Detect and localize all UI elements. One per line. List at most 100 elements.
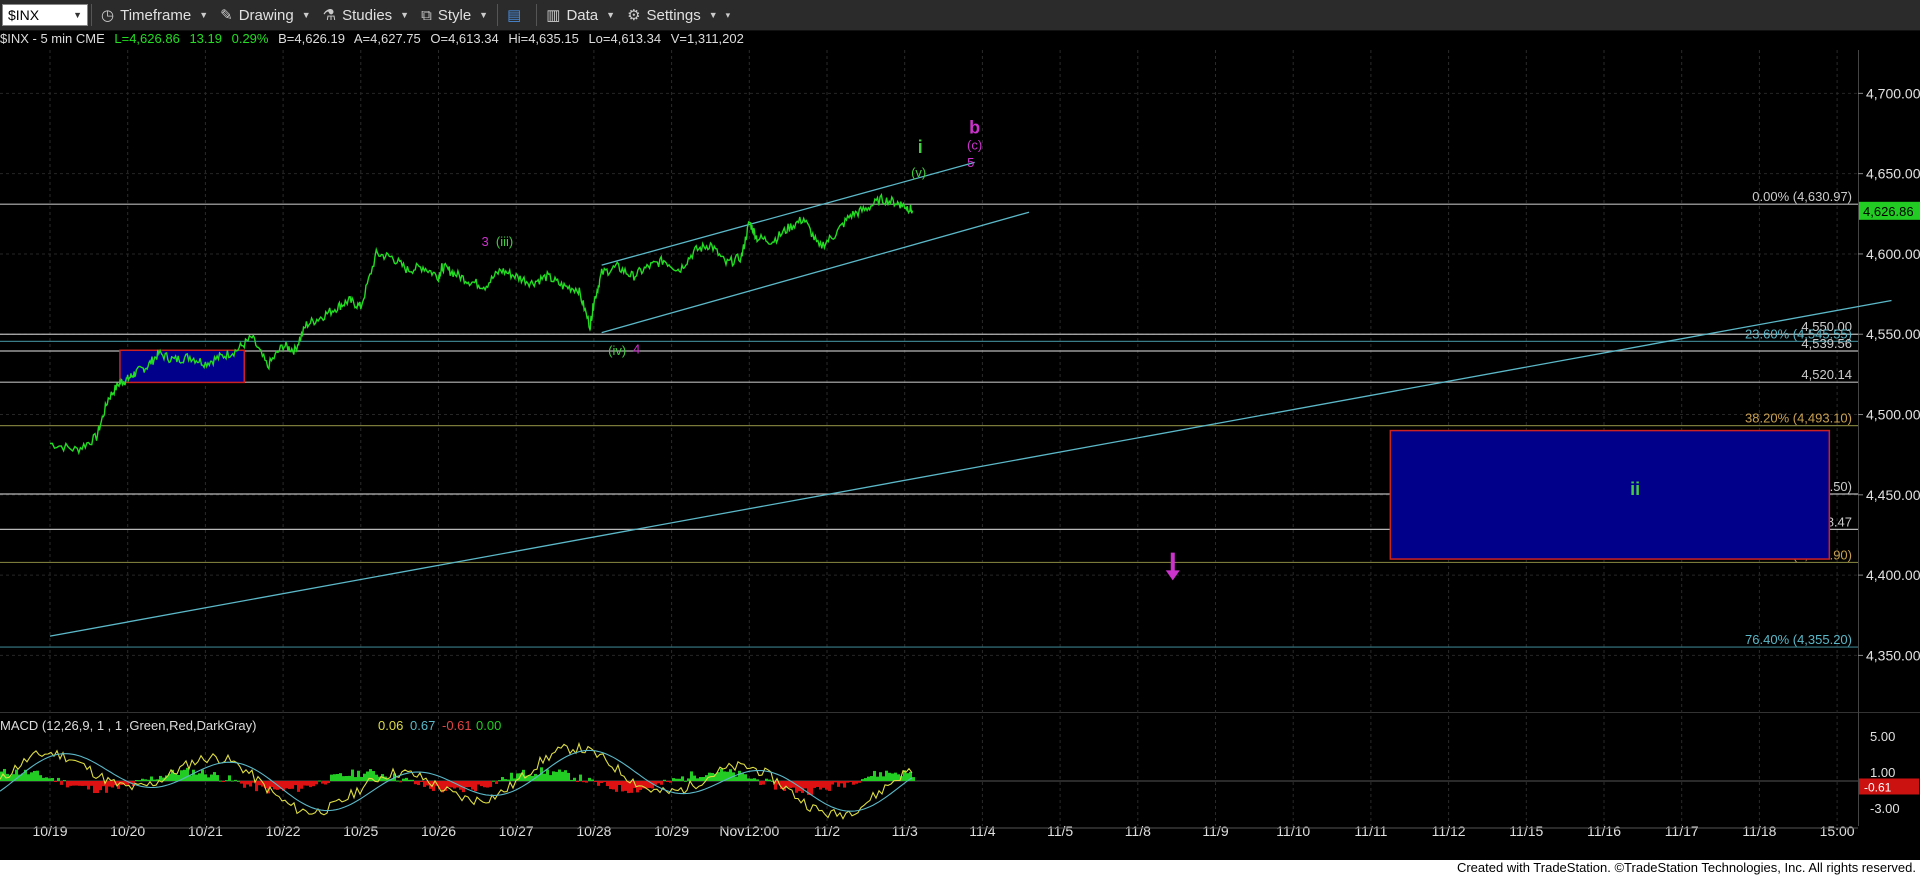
macd-histogram-bar [558, 769, 561, 781]
macd-histogram-bar [159, 775, 162, 781]
data-button[interactable]: ▥ Data ▼ [540, 2, 621, 28]
macd-histogram-bar [702, 776, 705, 781]
macd-histogram-bar [123, 781, 126, 785]
macd-histogram-bar [150, 776, 153, 781]
macd-histogram-bar [747, 778, 750, 781]
symbol-input[interactable]: $INX ▼ [2, 4, 88, 26]
macd-y-tick-label: 5.00 [1870, 729, 1895, 744]
macd-histogram-bar [912, 777, 915, 781]
x-tick-label: 10/20 [110, 823, 145, 839]
y-tick-label: 4,350.00 [1866, 647, 1920, 663]
macd-histogram-bar [375, 774, 378, 781]
x-tick-label: 11/3 [892, 823, 918, 839]
macd-histogram-bar [909, 771, 912, 781]
x-tick-label: 11/12 [1432, 823, 1466, 839]
x-tick-label: 11/8 [1125, 823, 1151, 839]
macd-histogram-bar [855, 781, 858, 784]
macd-histogram-bar [810, 781, 813, 795]
macd-histogram-bar [447, 781, 450, 787]
wave-label: b [969, 118, 980, 138]
macd-line [0, 741, 913, 820]
macd-histogram-bar [102, 781, 105, 787]
price-level-label: 38.20% (4,493.10) [1745, 411, 1852, 426]
macd-histogram-bar [240, 781, 243, 784]
wave-label: ii [1630, 479, 1640, 499]
macd-histogram-bar [822, 781, 825, 788]
y-axis-border [1858, 50, 1859, 826]
macd-histogram-bar [177, 774, 180, 781]
macd-histogram-bar [627, 781, 630, 794]
studies-label: Studies [342, 6, 393, 24]
price-level-label: 23.60% (4,545.55) [1745, 326, 1852, 341]
macd-histogram-bar [699, 777, 702, 781]
data-icon: ▥ [546, 7, 561, 24]
macd-histogram-bar [387, 778, 390, 781]
macd-histogram-bar [45, 777, 48, 781]
macd-histogram-bar [372, 771, 375, 781]
macd-histogram-bar [165, 775, 168, 781]
macd-histogram-bar [426, 781, 429, 786]
macd-histogram-bar [819, 781, 822, 790]
macd-histogram-bar [432, 781, 435, 791]
open-price: O=4,613.34 [430, 31, 499, 46]
macd-value: 0.06 [378, 718, 403, 733]
macd-histogram-bar [219, 780, 222, 782]
macd-histogram-bar [867, 776, 870, 781]
chevron-down-icon[interactable]: ▼ [73, 10, 82, 20]
x-tick-label: 11/9 [1202, 823, 1228, 839]
macd-histogram-bar [351, 769, 354, 781]
macd-histogram-bar [753, 778, 756, 781]
macd-histogram-bar [546, 769, 549, 781]
y-tick-label: 4,500.00 [1866, 407, 1920, 423]
price-level-label: 4,539.56 [1801, 336, 1852, 351]
macd-histogram-bar [468, 781, 471, 788]
macd-histogram-bar [894, 772, 897, 781]
chevron-down-icon: ▼ [479, 10, 489, 20]
macd-histogram-bar [135, 780, 138, 782]
macd-histogram-bar [453, 781, 456, 789]
studies-button[interactable]: ⚗ Studies ▼ [317, 2, 415, 28]
macd-histogram-bar [30, 772, 33, 781]
macd-histogram-bar [420, 781, 423, 782]
drawing-button[interactable]: ✎ Drawing ▼ [214, 2, 317, 28]
price-chart[interactable]: 10/19 10/20 10/21 10/22 10/25 10/26 10/27 10/28… [0, 50, 1920, 860]
macd-histogram-bar [792, 781, 795, 788]
macd-histogram-bar [234, 779, 237, 781]
pencil-icon: ✎ [220, 7, 233, 24]
style-label: Style [437, 6, 472, 24]
wave-label: (c) [967, 138, 982, 153]
settings-label: Settings [646, 6, 701, 24]
macd-histogram-bar [612, 781, 615, 790]
style-button[interactable]: ⧉ Style ▼ [415, 2, 494, 28]
macd-last-tag-label: -0.61 [1864, 780, 1892, 794]
macd-histogram-bar [168, 773, 171, 781]
macd-histogram-bar [12, 774, 15, 781]
layout-button[interactable]: ▤ [501, 2, 533, 28]
macd-histogram-bar [669, 781, 672, 783]
macd-histogram-bar [261, 781, 264, 787]
macd-histogram-bar [525, 775, 528, 781]
macd-histogram-bar [294, 781, 297, 786]
macd-histogram-bar [489, 781, 492, 787]
x-tick-label: 10/22 [266, 823, 301, 839]
net-change: 13.19 [189, 31, 222, 46]
flask-icon: ⚗ [322, 7, 337, 24]
macd-histogram-bar [564, 770, 567, 781]
settings-button[interactable]: ⚙ Settings ▼ ▾ [621, 2, 736, 28]
macd-histogram-bar [672, 778, 675, 781]
macd-histogram-bar [591, 779, 594, 781]
macd-histogram-bar [861, 779, 864, 781]
macd-histogram-bar [765, 778, 768, 781]
layout-icon: ▤ [507, 7, 522, 24]
wave-label: (v) [911, 165, 926, 180]
macd-histogram-bar [225, 780, 228, 782]
macd-histogram-bar [315, 781, 318, 785]
macd-histogram-bar [828, 781, 831, 791]
macd-histogram-bar [69, 781, 72, 786]
macd-histogram-bar [567, 772, 570, 781]
timeframe-button[interactable]: ◷ Timeframe ▼ [95, 2, 214, 28]
macd-histogram-bar [411, 779, 414, 781]
toolbar: $INX ▼ ◷ Timeframe ▼ ✎ Drawing ▼ ⚗ Studi… [0, 0, 1920, 31]
macd-histogram-bar [327, 781, 330, 784]
macd-histogram-bar [267, 781, 270, 794]
